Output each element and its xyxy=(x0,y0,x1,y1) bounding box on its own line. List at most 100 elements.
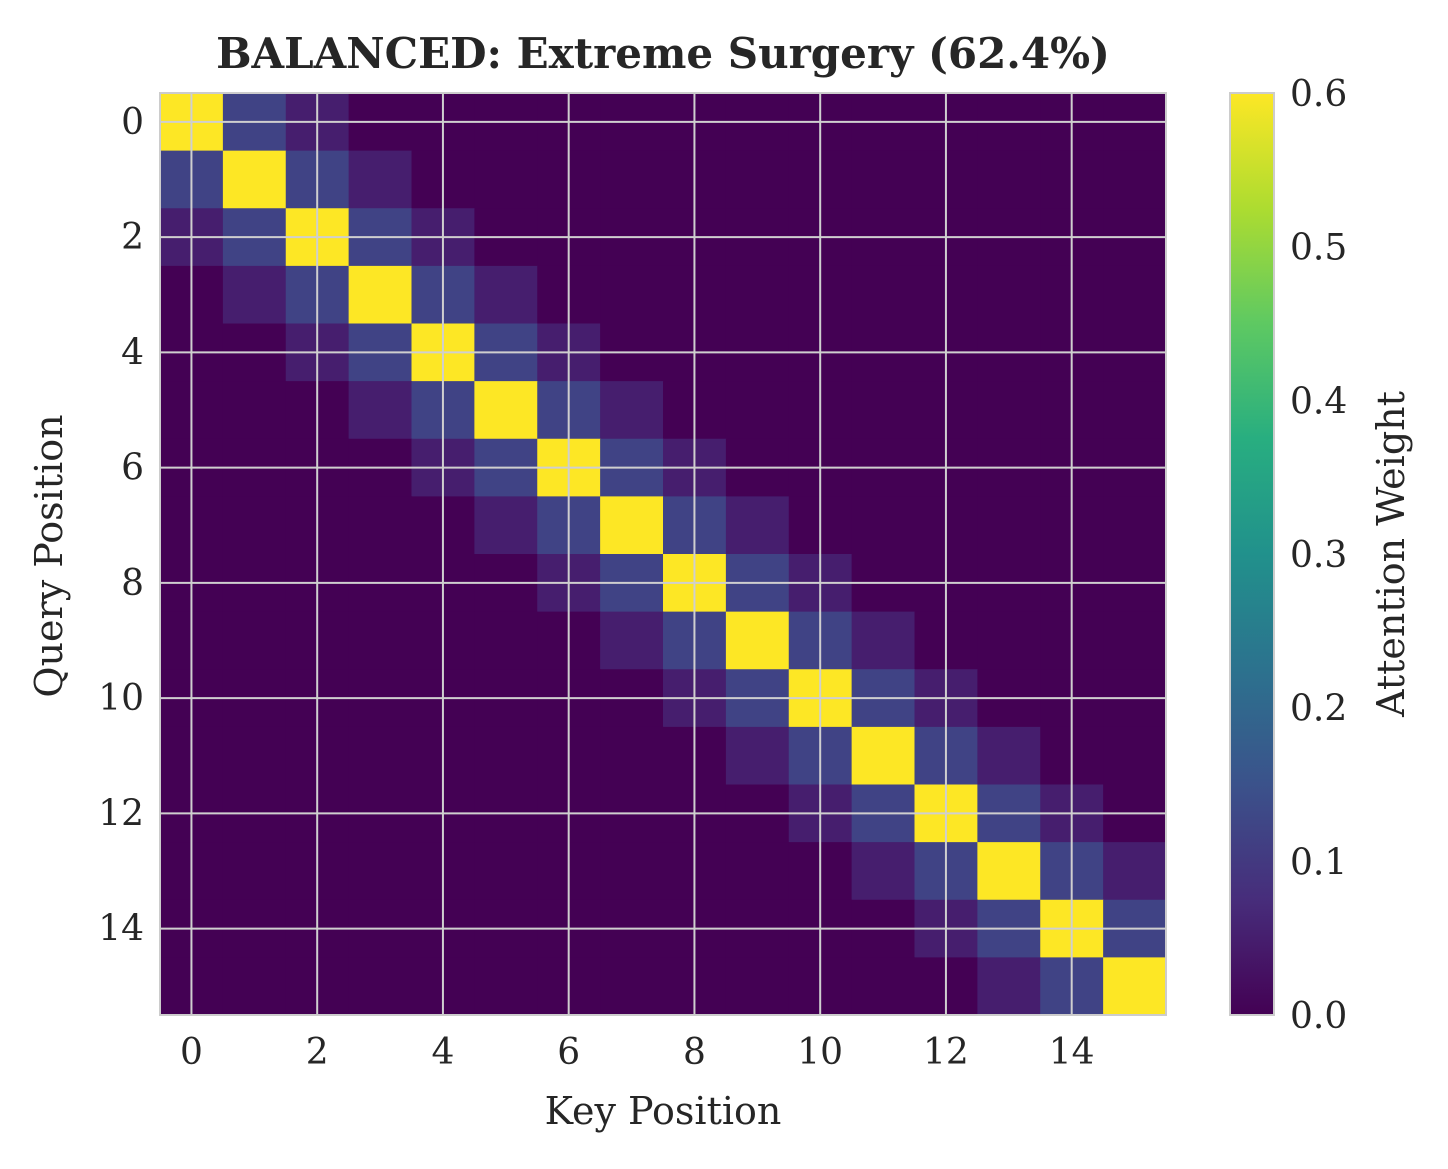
heatmap-cell xyxy=(725,726,790,786)
heatmap-cells xyxy=(160,93,1167,1016)
heatmap-cell xyxy=(348,496,413,555)
heatmap-cell xyxy=(1103,150,1167,209)
heatmap-cell xyxy=(474,496,538,555)
heatmap-cell xyxy=(474,611,538,670)
heatmap-cell xyxy=(977,265,1041,325)
heatmap-cell xyxy=(222,726,287,786)
heatmap-cell xyxy=(725,381,790,440)
x-tick-label: 0 xyxy=(180,1032,203,1073)
heatmap-cell xyxy=(725,496,790,555)
heatmap-cell xyxy=(474,265,538,325)
heatmap-cell xyxy=(600,611,664,670)
heatmap-cell xyxy=(977,150,1041,209)
y-tick-label: 8 xyxy=(121,563,144,604)
heatmap-cell xyxy=(348,150,413,209)
colorbar-tick-label: 0.5 xyxy=(1290,228,1347,269)
x-tick-label: 8 xyxy=(683,1032,706,1073)
heatmap-cell xyxy=(725,957,790,1016)
colorbar-tick-label: 0.0 xyxy=(1290,996,1347,1037)
colorbar-tick-label: 0.1 xyxy=(1290,842,1347,883)
y-tick-label: 10 xyxy=(98,678,144,719)
heatmap-cell xyxy=(977,957,1041,1016)
heatmap-cell xyxy=(474,842,538,901)
heatmap-cell xyxy=(1103,611,1167,670)
heatmap-cell xyxy=(851,611,916,670)
heatmap-cell xyxy=(725,611,790,670)
heatmap-cell xyxy=(348,611,413,670)
colorbar-tick-label: 0.3 xyxy=(1290,535,1347,576)
x-tick-label: 12 xyxy=(923,1032,969,1073)
y-axis-label: Query Position xyxy=(27,414,71,697)
heatmap-cell xyxy=(600,150,664,209)
heatmap-cell xyxy=(474,381,538,440)
heatmap-cell xyxy=(1103,381,1167,440)
heatmap-cell xyxy=(348,726,413,786)
y-tick-label: 14 xyxy=(98,909,144,950)
heatmap-cell xyxy=(851,842,916,901)
heatmap-cell xyxy=(977,611,1041,670)
x-tick-labels: 0 2 4 6 8 10 12 14 xyxy=(180,1032,1095,1073)
heatmap-cell xyxy=(1103,726,1167,786)
chart-title: BALANCED: Extreme Surgery (62.4%) xyxy=(216,29,1110,78)
heatmap-cell xyxy=(851,726,916,786)
heatmap-cell xyxy=(600,957,664,1016)
heatmap-cell xyxy=(600,265,664,325)
heatmap-cell xyxy=(348,265,413,325)
x-tick-label: 4 xyxy=(431,1032,454,1073)
heatmap-cell xyxy=(851,957,916,1016)
y-tick-label: 0 xyxy=(121,102,144,143)
heatmap-cell xyxy=(725,265,790,325)
colorbar-tick-label: 0.2 xyxy=(1290,689,1347,730)
heatmap-cell xyxy=(977,726,1041,786)
y-tick-label: 2 xyxy=(121,217,144,258)
heatmap-cell xyxy=(474,150,538,209)
x-tick-label: 10 xyxy=(797,1032,843,1073)
x-tick-label: 2 xyxy=(306,1032,329,1073)
colorbar-tick-label: 0.4 xyxy=(1290,381,1347,422)
heatmap-cell xyxy=(977,496,1041,555)
colorbar-tick-label: 0.6 xyxy=(1290,74,1347,115)
heatmap-cell xyxy=(600,726,664,786)
heatmap-cell xyxy=(600,381,664,440)
heatmap-cell xyxy=(222,496,287,555)
heatmap-cell xyxy=(1103,842,1167,901)
y-tick-labels: 0 2 4 6 8 10 12 14 xyxy=(98,102,144,950)
heatmap-cell xyxy=(222,611,287,670)
colorbar xyxy=(1229,92,1275,1016)
heatmap-cell xyxy=(851,265,916,325)
colorbar-label: Attention Weight xyxy=(1369,391,1413,718)
heatmap-cell xyxy=(348,842,413,901)
heatmap-cell xyxy=(1103,496,1167,555)
heatmap-cell xyxy=(725,842,790,901)
y-tick-label: 6 xyxy=(121,448,144,489)
plot-frame xyxy=(159,92,1167,1016)
heatmap-cell xyxy=(348,381,413,440)
heatmap-cell xyxy=(348,957,413,1016)
heatmap-cell xyxy=(222,957,287,1016)
heatmap-cell xyxy=(222,381,287,440)
heatmap-cell xyxy=(1103,957,1167,1016)
colorbar-tick-labels: 0.0 0.1 0.2 0.3 0.4 0.5 0.6 xyxy=(1290,74,1347,1037)
heatmap-cell xyxy=(222,842,287,901)
heatmap-cell xyxy=(977,842,1041,901)
heatmap-cell xyxy=(851,381,916,440)
heatmap-cell xyxy=(474,726,538,786)
heatmap-cell xyxy=(600,842,664,901)
heatmap-cell xyxy=(222,150,287,209)
y-tick-label: 4 xyxy=(121,332,144,373)
x-tick-label: 6 xyxy=(557,1032,580,1073)
y-tick-label: 12 xyxy=(98,793,144,834)
heatmap-cell xyxy=(851,496,916,555)
x-axis-label: Key Position xyxy=(545,1089,782,1133)
x-tick-label: 14 xyxy=(1049,1032,1095,1073)
heatmap-cell xyxy=(1103,265,1167,325)
grid-lines xyxy=(160,93,1166,1015)
heatmap-cell xyxy=(600,496,664,555)
heatmap-cell xyxy=(474,957,538,1016)
heatmap-cell xyxy=(725,150,790,209)
heatmap-cell xyxy=(851,150,916,209)
heatmap-cell xyxy=(222,265,287,325)
heatmap-cell xyxy=(977,381,1041,440)
